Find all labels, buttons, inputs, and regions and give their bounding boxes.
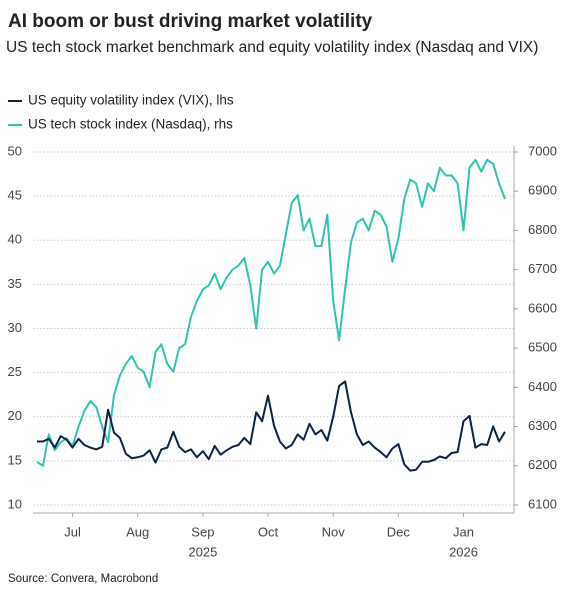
y-tick-label: 40 bbox=[8, 232, 22, 247]
x-year-label: 2025 bbox=[188, 544, 217, 559]
y2-tick-label: 6200 bbox=[528, 457, 557, 472]
y2-tick-label: 6900 bbox=[528, 183, 557, 198]
series-line bbox=[36, 158, 506, 467]
legend-label: US equity volatility index (VIX), lhs bbox=[28, 93, 234, 108]
y-tick-label: 45 bbox=[8, 188, 22, 203]
x-tick-label: Oct bbox=[258, 524, 279, 539]
x-tick-label: Jul bbox=[64, 524, 81, 539]
x-tick-label: Aug bbox=[126, 524, 149, 539]
y2-tick-label: 6600 bbox=[528, 300, 557, 315]
y2-tick-label: 7000 bbox=[528, 143, 557, 158]
y2-tick-label: 6700 bbox=[528, 261, 557, 276]
y2-tick-label: 6100 bbox=[528, 496, 557, 511]
x-year-label: 2026 bbox=[449, 544, 478, 559]
x-tick-label: Dec bbox=[387, 524, 411, 539]
x-tick-label: Nov bbox=[322, 524, 346, 539]
subtitle-box: US tech stock market benchmark and equit… bbox=[6, 39, 539, 56]
x-tick-label: Sep bbox=[191, 524, 214, 539]
source: Source: Convera, Macrobond bbox=[8, 573, 158, 585]
y-tick-label: 25 bbox=[8, 364, 22, 379]
x-tick-label: Jan bbox=[453, 524, 474, 539]
chart-title: AI boom or bust driving market volatilit… bbox=[8, 11, 373, 32]
y-tick-label: 35 bbox=[8, 276, 22, 291]
y-tick-label: 50 bbox=[8, 143, 22, 158]
y2-tick-label: 6400 bbox=[528, 379, 557, 394]
y-tick-label: 20 bbox=[8, 408, 22, 423]
legend-label: US tech stock index (Nasdaq), rhs bbox=[28, 117, 233, 132]
y2-tick-label: 6500 bbox=[528, 340, 557, 355]
y2-tick-label: 6800 bbox=[528, 222, 557, 237]
y-tick-label: 15 bbox=[8, 452, 22, 467]
y-tick-label: 30 bbox=[8, 320, 22, 335]
y-tick-label: 10 bbox=[8, 496, 22, 511]
chart-subtitle: US tech stock market benchmark and equit… bbox=[6, 39, 539, 56]
series-line bbox=[37, 380, 506, 472]
y2-tick-label: 6300 bbox=[528, 418, 557, 433]
